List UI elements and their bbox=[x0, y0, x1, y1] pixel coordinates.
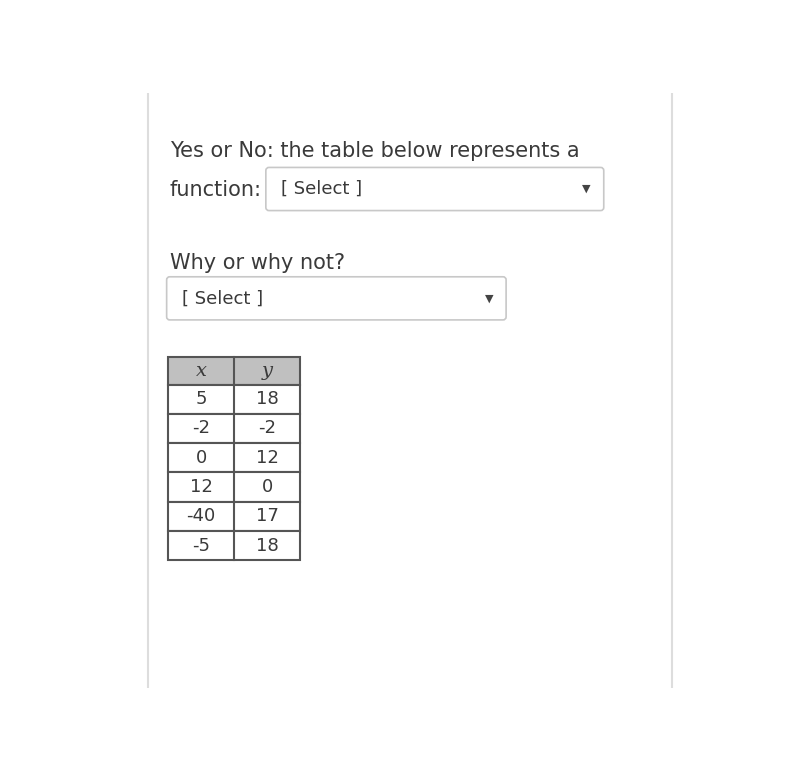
Text: 18: 18 bbox=[256, 536, 278, 554]
Bar bbox=[168, 443, 300, 472]
Bar bbox=[168, 414, 300, 443]
Text: -40: -40 bbox=[186, 507, 216, 526]
Text: function:: function: bbox=[170, 180, 262, 199]
Bar bbox=[168, 385, 300, 414]
Bar bbox=[168, 472, 300, 502]
Bar bbox=[168, 357, 300, 385]
Text: 5: 5 bbox=[195, 390, 207, 408]
Text: 0: 0 bbox=[262, 478, 273, 496]
Text: 12: 12 bbox=[255, 449, 278, 467]
Text: [ Select ]: [ Select ] bbox=[182, 289, 263, 308]
Text: ▼: ▼ bbox=[485, 293, 494, 303]
Text: ▼: ▼ bbox=[582, 184, 591, 194]
Text: Why or why not?: Why or why not? bbox=[170, 253, 345, 273]
Text: Yes or No: the table below represents a: Yes or No: the table below represents a bbox=[170, 141, 579, 162]
Text: y: y bbox=[262, 362, 273, 380]
Text: 12: 12 bbox=[190, 478, 213, 496]
Bar bbox=[168, 502, 300, 531]
Text: 0: 0 bbox=[195, 449, 206, 467]
Text: 17: 17 bbox=[255, 507, 278, 526]
Text: -2: -2 bbox=[192, 420, 210, 438]
FancyBboxPatch shape bbox=[266, 168, 604, 210]
Text: x: x bbox=[196, 362, 206, 380]
Text: -5: -5 bbox=[192, 536, 210, 554]
Text: -2: -2 bbox=[258, 420, 276, 438]
Text: 18: 18 bbox=[256, 390, 278, 408]
FancyBboxPatch shape bbox=[166, 277, 506, 320]
Bar bbox=[168, 531, 300, 560]
Text: [ Select ]: [ Select ] bbox=[282, 180, 362, 198]
